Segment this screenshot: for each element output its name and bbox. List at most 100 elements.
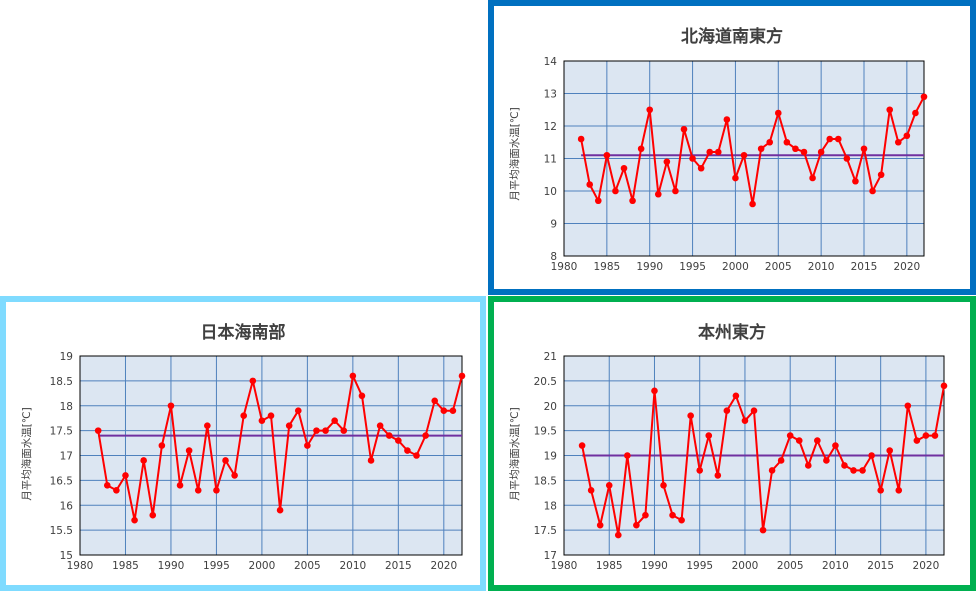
data-point — [637, 145, 645, 153]
chart-title: 日本海南部 — [200, 323, 286, 343]
data-point — [804, 462, 812, 469]
y-tick-label: 17 — [60, 451, 73, 463]
data-point — [841, 462, 848, 469]
plot-frame — [79, 355, 463, 556]
data-point — [194, 487, 202, 494]
chart-title: 北海道南東方 — [681, 27, 783, 47]
y-tick-label: 13 — [544, 89, 557, 101]
y-axis-label: 月平均海面水温[℃] — [20, 407, 33, 501]
data-point — [651, 387, 658, 395]
x-tick-label: 2005 — [765, 261, 792, 273]
data-point — [440, 407, 448, 415]
y-tick-label: 20 — [544, 401, 557, 413]
data-point — [449, 407, 457, 415]
data-point — [877, 487, 884, 494]
x-tick-label: 2015 — [851, 261, 878, 273]
data-point — [834, 135, 842, 143]
x-tick-label: 2010 — [822, 560, 849, 572]
data-point — [877, 171, 885, 179]
x-tick-label: 2000 — [249, 560, 276, 572]
x-tick-label: 2000 — [732, 560, 759, 572]
y-tick-label: 14 — [544, 56, 558, 68]
chart-svg-hokkaido: 1980 1985 1990 1995 2000 2005 2010 2015 2020 8 9 10… — [508, 56, 928, 273]
chart-svg-honshu: 1980 1985 1990 1995 2000 2005 2010 2015 2020 17 17… — [508, 351, 948, 572]
data-point — [642, 511, 649, 519]
x-tick-label: 2020 — [430, 560, 457, 572]
data-point — [714, 472, 722, 479]
x-tick-label: 1990 — [641, 560, 668, 572]
chart-title: 本州東方 — [698, 323, 766, 343]
y-axis-label: 月平均海面水温[℃] — [508, 107, 521, 201]
data-point — [696, 467, 704, 474]
x-tick-label: 1995 — [679, 261, 706, 273]
data-point — [131, 516, 138, 524]
x-tick-label: 2020 — [893, 261, 920, 273]
data-point — [766, 138, 774, 146]
data-point — [294, 407, 302, 415]
data-point — [331, 417, 338, 424]
data-point — [629, 197, 636, 205]
x-tick-label: 1985 — [596, 560, 623, 572]
data-point — [258, 417, 266, 424]
data-point — [705, 432, 713, 439]
x-tick-label: 2015 — [867, 560, 894, 572]
data-point — [313, 427, 320, 434]
data-point — [586, 181, 594, 188]
data-point — [940, 382, 948, 390]
data-point — [654, 190, 662, 198]
data-point — [904, 402, 912, 410]
data-point — [759, 526, 767, 534]
y-tick-label: 16 — [60, 500, 74, 512]
y-tick-label: 20.5 — [534, 376, 557, 388]
data-point — [732, 392, 740, 400]
y-axis-label: 月平均海面水温[℃] — [508, 407, 521, 501]
data-point — [903, 132, 911, 140]
data-point — [340, 427, 348, 434]
data-point — [868, 452, 875, 459]
x-tick-label: 1995 — [686, 560, 713, 572]
data-point — [376, 422, 384, 429]
data-point — [774, 109, 782, 117]
data-point — [680, 125, 688, 133]
data-point — [577, 135, 585, 143]
x-tick-label: 1990 — [636, 261, 663, 273]
data-point — [413, 452, 420, 459]
x-tick-label: 1995 — [203, 560, 230, 572]
data-point — [624, 452, 631, 459]
data-point — [920, 93, 928, 101]
y-tick-label: 17.5 — [534, 525, 557, 537]
data-point — [895, 487, 903, 494]
x-tick-label: 2000 — [722, 261, 749, 273]
data-point — [612, 187, 619, 195]
data-point — [814, 437, 821, 444]
y-tick-label: 19 — [60, 351, 73, 363]
data-point — [185, 447, 193, 454]
data-point — [103, 482, 111, 489]
data-point — [458, 372, 466, 380]
data-point — [931, 432, 939, 439]
y-tick-label: 15.5 — [50, 525, 73, 537]
data-point — [741, 417, 749, 424]
plot-frame — [563, 60, 925, 257]
y-tick-label: 19 — [544, 451, 557, 463]
x-tick-label: 2015 — [385, 560, 412, 572]
data-point — [222, 457, 229, 464]
data-point — [913, 437, 921, 444]
data-point — [167, 402, 175, 410]
data-point — [850, 467, 857, 474]
data-point — [176, 482, 184, 489]
data-point — [385, 432, 393, 439]
data-point — [94, 427, 102, 434]
chart-svg-japansea: 1980 1985 1990 1995 2000 2005 2010 2015 2020 15 15… — [20, 351, 466, 572]
x-tick-label: 2005 — [294, 560, 321, 572]
data-point — [783, 138, 791, 146]
data-point — [922, 432, 930, 439]
data-point — [149, 511, 157, 519]
data-point — [687, 412, 694, 419]
data-point — [869, 187, 876, 195]
data-point — [285, 422, 293, 429]
data-point — [750, 407, 758, 415]
data-point — [594, 197, 602, 205]
data-point — [349, 372, 357, 380]
data-point — [231, 472, 238, 479]
